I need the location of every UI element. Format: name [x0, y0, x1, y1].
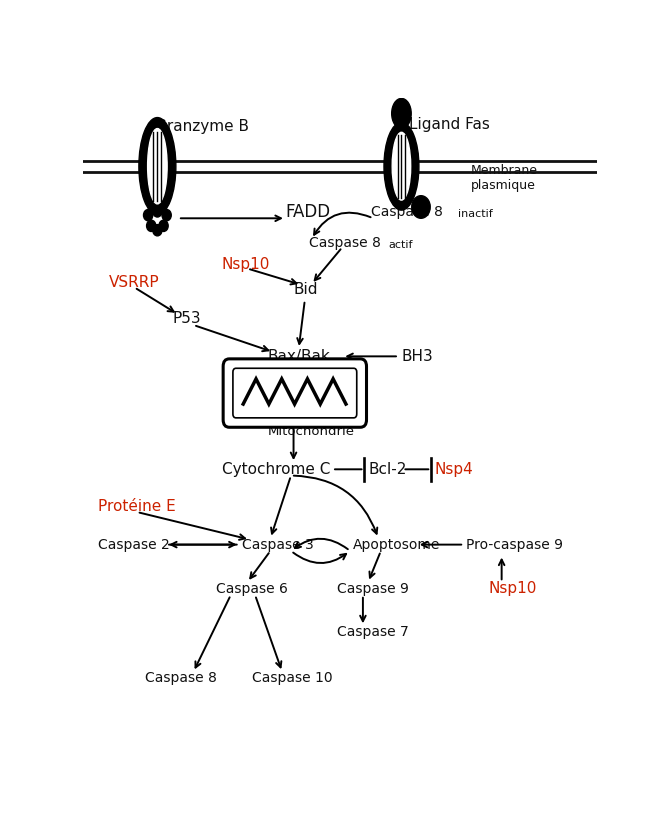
- Text: Cytochrome C: Cytochrome C: [221, 462, 330, 477]
- Text: Bax/Bak: Bax/Bak: [268, 349, 331, 363]
- FancyBboxPatch shape: [233, 368, 357, 418]
- Circle shape: [147, 220, 156, 231]
- Text: Apoptosome: Apoptosome: [353, 538, 440, 552]
- Text: Bid: Bid: [294, 282, 318, 297]
- Text: Caspase 8: Caspase 8: [371, 205, 442, 219]
- Text: Nsp4: Nsp4: [435, 462, 473, 477]
- Text: P53: P53: [173, 311, 202, 326]
- Text: Nsp10: Nsp10: [221, 257, 270, 271]
- Text: VSRRP: VSRRP: [109, 275, 159, 290]
- Text: Caspase 10: Caspase 10: [253, 672, 333, 685]
- Text: Granzyme B: Granzyme B: [155, 118, 249, 134]
- Ellipse shape: [392, 132, 410, 200]
- Text: Caspase 8: Caspase 8: [145, 672, 216, 685]
- Text: Mitochondrie: Mitochondrie: [268, 425, 355, 438]
- Ellipse shape: [139, 117, 176, 215]
- Ellipse shape: [392, 99, 411, 129]
- Ellipse shape: [148, 129, 167, 204]
- Text: Bcl-2: Bcl-2: [368, 462, 406, 477]
- Circle shape: [162, 209, 171, 221]
- FancyBboxPatch shape: [223, 359, 367, 427]
- Text: Caspase 9: Caspase 9: [337, 582, 409, 596]
- Circle shape: [143, 209, 152, 221]
- Text: Ligand Fas: Ligand Fas: [409, 117, 490, 132]
- Text: Caspase 8: Caspase 8: [309, 236, 381, 250]
- Text: actif: actif: [389, 240, 413, 250]
- Ellipse shape: [384, 122, 419, 210]
- Text: FADD: FADD: [286, 203, 331, 221]
- Text: Nsp10: Nsp10: [489, 581, 537, 596]
- Text: BH3: BH3: [402, 349, 433, 363]
- Circle shape: [152, 205, 162, 217]
- Text: Pro-caspase 9: Pro-caspase 9: [465, 538, 563, 552]
- Text: Caspase 2: Caspase 2: [98, 538, 170, 552]
- Text: Membrane
plasmique: Membrane plasmique: [471, 164, 538, 192]
- Text: Caspase 7: Caspase 7: [337, 625, 409, 640]
- Circle shape: [152, 225, 162, 236]
- Circle shape: [159, 220, 168, 231]
- Text: Protéine E: Protéine E: [98, 500, 176, 514]
- Text: Caspase 6: Caspase 6: [216, 582, 288, 596]
- Text: inactif: inactif: [458, 209, 493, 219]
- Circle shape: [412, 196, 430, 218]
- Text: Caspase 3: Caspase 3: [242, 538, 314, 552]
